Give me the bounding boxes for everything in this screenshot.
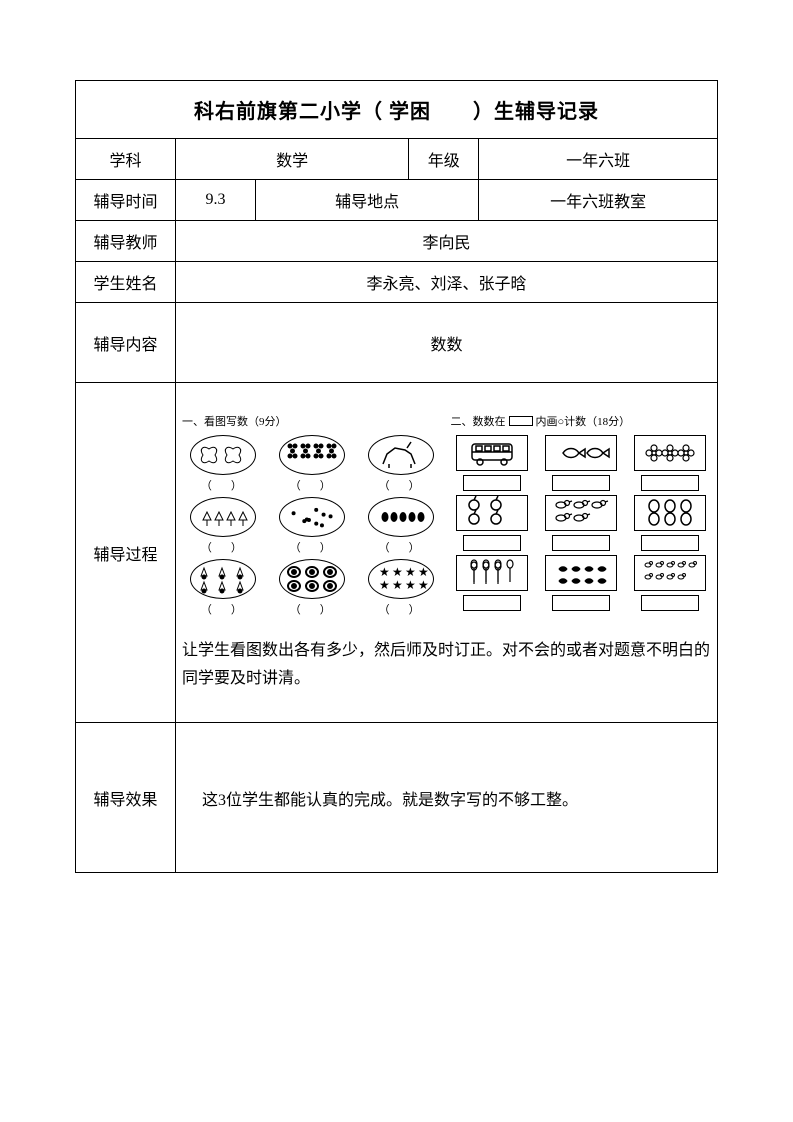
svg-text:★: ★ — [418, 578, 429, 592]
worksheet-section-1: 一、看图写数（9分） （ ）（ ）（ ）（ ）（ ）（ ）（ ）（ ）★★★★★… — [182, 413, 443, 617]
place-value: 一年六班教室 — [479, 180, 718, 221]
oval-item: （ ） — [182, 497, 265, 555]
svg-text:★: ★ — [379, 578, 390, 592]
rect-picture — [545, 555, 617, 591]
oval-caption: （ ） — [271, 601, 354, 617]
oval-item: （ ） — [182, 435, 265, 493]
result-label: 辅导效果 — [76, 723, 176, 873]
svg-text:★: ★ — [405, 565, 416, 579]
rect-answer-box — [463, 535, 521, 551]
teacher-value: 李向民 — [176, 221, 718, 262]
page-title: 科右前旗第二小学（ 学困 ）生辅导记录 — [76, 81, 718, 139]
tutoring-record-table: 科右前旗第二小学（ 学困 ）生辅导记录 学科 数学 年级 一年六班 辅导时间 9… — [75, 80, 718, 873]
oval-shape — [279, 559, 345, 599]
worksheet-section-2: 二、数数在 内画○计数（18分） — [451, 413, 712, 617]
svg-text:★: ★ — [418, 565, 429, 579]
teacher-label: 辅导教师 — [76, 221, 176, 262]
rect-picture — [634, 495, 706, 531]
rect-item — [539, 495, 622, 551]
student-label: 学生姓名 — [76, 262, 176, 303]
oval-item: （ ） — [271, 497, 354, 555]
rect-picture — [456, 495, 528, 531]
oval-caption: （ ） — [360, 539, 443, 555]
svg-text:★: ★ — [405, 578, 416, 592]
rect-picture — [634, 435, 706, 471]
place-label: 辅导地点 — [256, 180, 479, 221]
oval-shape — [368, 497, 434, 537]
rect-answer-box — [641, 535, 699, 551]
rect-answer-box — [463, 475, 521, 491]
oval-grid: （ ）（ ）（ ）（ ）（ ）（ ）（ ）（ ）★★★★★★★★（ ） — [182, 435, 443, 617]
oval-shape — [190, 559, 256, 599]
blank-rect-icon — [509, 416, 533, 426]
oval-item: （ ） — [182, 559, 265, 617]
oval-shape — [190, 497, 256, 537]
oval-shape — [190, 435, 256, 475]
oval-item: ★★★★★★★★（ ） — [360, 559, 443, 617]
svg-text:★: ★ — [379, 565, 390, 579]
rect-item — [539, 555, 622, 611]
rect-answer-box — [552, 595, 610, 611]
oval-item: （ ） — [271, 435, 354, 493]
section2-title-b: 内画○计数（18分） — [536, 413, 631, 429]
rect-item — [628, 435, 711, 491]
oval-shape — [279, 435, 345, 475]
oval-caption: （ ） — [271, 539, 354, 555]
grade-label: 年级 — [409, 139, 479, 180]
rect-item — [451, 435, 534, 491]
svg-text:★: ★ — [392, 578, 403, 592]
time-label: 辅导时间 — [76, 180, 176, 221]
grade-value: 一年六班 — [479, 139, 718, 180]
section1-title: 一、看图写数（9分） — [182, 413, 443, 429]
subject-label: 学科 — [76, 139, 176, 180]
rect-item — [451, 495, 534, 551]
rect-picture — [545, 495, 617, 531]
rect-picture — [545, 435, 617, 471]
section2-title-a: 二、数数在 — [451, 413, 506, 429]
rect-item — [628, 555, 711, 611]
rect-answer-box — [552, 535, 610, 551]
oval-caption: （ ） — [360, 477, 443, 493]
content-value: 数数 — [176, 303, 718, 383]
oval-caption: （ ） — [271, 477, 354, 493]
student-value: 李永亮、刘泽、张子晗 — [176, 262, 718, 303]
rect-picture — [456, 555, 528, 591]
section2-title: 二、数数在 内画○计数（18分） — [451, 413, 712, 429]
rect-grid — [451, 435, 712, 611]
process-text: 让学生看图数出各有多少，然后师及时订正。对不会的或者对题意不明白的同学要及时讲清… — [182, 637, 711, 691]
oval-caption: （ ） — [360, 601, 443, 617]
oval-caption: （ ） — [182, 477, 265, 493]
rect-item — [539, 435, 622, 491]
svg-text:★: ★ — [392, 565, 403, 579]
oval-shape: ★★★★★★★★ — [368, 559, 434, 599]
rect-answer-box — [641, 475, 699, 491]
time-value: 9.3 — [176, 180, 256, 221]
rect-item — [451, 555, 534, 611]
rect-answer-box — [463, 595, 521, 611]
rect-item — [628, 495, 711, 551]
rect-answer-box — [641, 595, 699, 611]
oval-item: （ ） — [360, 435, 443, 493]
process-label: 辅导过程 — [76, 383, 176, 723]
oval-shape — [279, 497, 345, 537]
rect-answer-box — [552, 475, 610, 491]
oval-shape — [368, 435, 434, 475]
oval-caption: （ ） — [182, 539, 265, 555]
worksheet-area: 一、看图写数（9分） （ ）（ ）（ ）（ ）（ ）（ ）（ ）（ ）★★★★★… — [182, 413, 711, 617]
oval-item: （ ） — [360, 497, 443, 555]
process-content: 一、看图写数（9分） （ ）（ ）（ ）（ ）（ ）（ ）（ ）（ ）★★★★★… — [176, 383, 718, 723]
content-label: 辅导内容 — [76, 303, 176, 383]
rect-picture — [634, 555, 706, 591]
rect-picture — [456, 435, 528, 471]
oval-item: （ ） — [271, 559, 354, 617]
oval-caption: （ ） — [182, 601, 265, 617]
subject-value: 数学 — [176, 139, 409, 180]
result-value: 这3位学生都能认真的完成。就是数字写的不够工整。 — [176, 723, 718, 873]
